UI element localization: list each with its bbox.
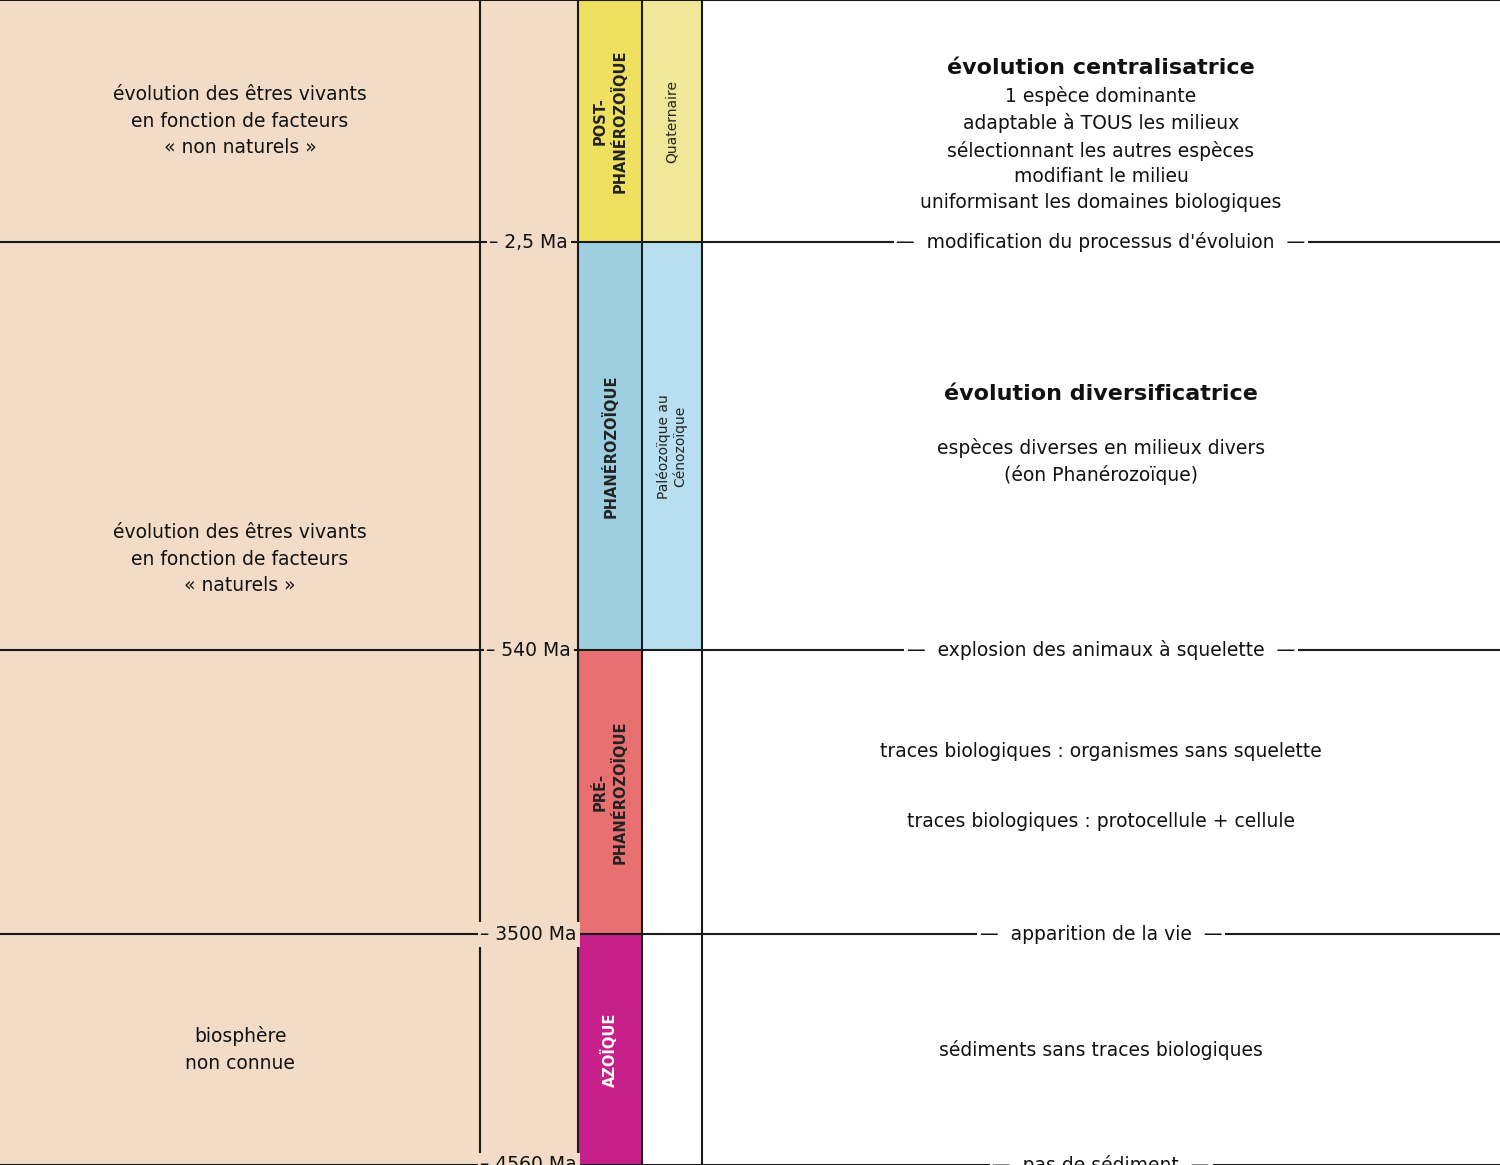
Bar: [642, 0, 702, 242]
Text: PRÉ-
PHANÉROZOÏQUE: PRÉ- PHANÉROZOÏQUE: [592, 720, 627, 864]
Bar: [0, 0, 480, 1165]
Bar: [578, 0, 642, 242]
Text: PHANÉROZOÏQUE: PHANÉROZOÏQUE: [602, 374, 618, 518]
Text: —  pas de sédiment  —: — pas de sédiment —: [993, 1155, 1209, 1165]
Text: – 3500 Ma: – 3500 Ma: [480, 925, 578, 944]
Text: traces biologiques : organismes sans squelette: traces biologiques : organismes sans squ…: [880, 742, 1322, 761]
Text: POST-
PHANÉROZOÏQUE: POST- PHANÉROZOÏQUE: [592, 49, 627, 193]
Bar: [642, 242, 702, 650]
Text: traces biologiques : protocellule + cellule: traces biologiques : protocellule + cell…: [908, 812, 1294, 831]
Text: —  apparition de la vie  —: — apparition de la vie —: [980, 925, 1222, 944]
Text: espèces diverses en milieux divers
(éon Phanérozoïque): espèces diverses en milieux divers (éon …: [938, 438, 1264, 485]
Text: évolution diversificatrice: évolution diversificatrice: [944, 383, 1258, 404]
Text: évolution des êtres vivants
en fonction de facteurs
« non naturels »: évolution des êtres vivants en fonction …: [112, 85, 368, 157]
Text: évolution centralisatrice: évolution centralisatrice: [946, 57, 1256, 78]
Text: biosphère
non connue: biosphère non connue: [184, 1026, 296, 1073]
Text: Paléozoïque au
Cénozoïque: Paléozoïque au Cénozoïque: [657, 394, 687, 499]
Text: sédiments sans traces biologiques: sédiments sans traces biologiques: [939, 1039, 1263, 1060]
Text: 1 espèce dominante
adaptable à TOUS les milieux
sélectionnant les autres espèces: 1 espèce dominante adaptable à TOUS les …: [921, 86, 1281, 212]
Text: – 540 Ma: – 540 Ma: [486, 641, 572, 659]
Text: AZOÏQUE: AZOÏQUE: [602, 1012, 618, 1087]
Text: —  modification du processus d'évoluion  —: — modification du processus d'évoluion —: [897, 232, 1305, 253]
Text: évolution des êtres vivants
en fonction de facteurs
« naturels »: évolution des êtres vivants en fonction …: [112, 523, 368, 595]
Bar: [578, 934, 642, 1165]
Bar: [480, 0, 578, 1165]
Text: —  explosion des animaux à squelette  —: — explosion des animaux à squelette —: [908, 640, 1294, 661]
Text: – 4560 Ma: – 4560 Ma: [480, 1156, 578, 1165]
Text: Quaternaire: Quaternaire: [664, 79, 680, 163]
Bar: [702, 0, 1500, 1165]
Bar: [578, 242, 642, 650]
Text: – 2,5 Ma: – 2,5 Ma: [489, 233, 568, 252]
Bar: [578, 650, 642, 934]
